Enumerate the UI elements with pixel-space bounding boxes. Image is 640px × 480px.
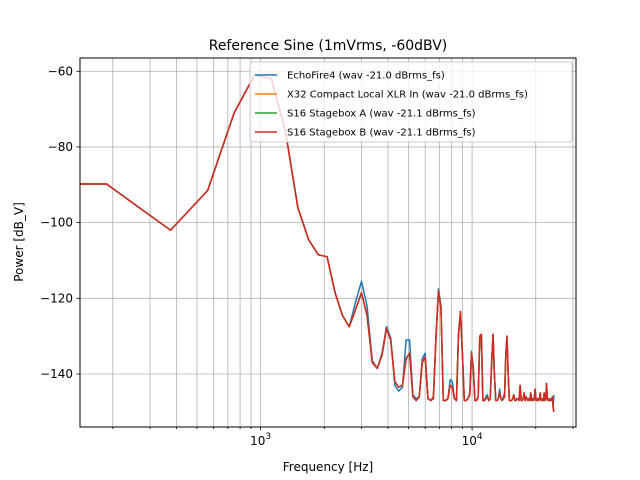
plot-frame (79, 57, 577, 428)
series-line-4 (80, 74, 555, 412)
x-tick-label-base: 10 (250, 434, 265, 448)
series-layer (80, 74, 555, 412)
legend-entry-2: X32 Compact Local XLR In (wav -21.0 dBrm… (287, 90, 528, 101)
y-tick-label: −80 (48, 140, 73, 154)
y-tick-label: −100 (40, 216, 73, 230)
y-axis-label: Power [dB_V] (12, 202, 26, 282)
legend-entry-4: S16 Stagebox B (wav -21.1 dBrms_fs) (287, 128, 476, 139)
y-tick-label: −60 (48, 64, 73, 78)
x-tick-label-exponent: 3 (265, 432, 271, 442)
x-tick-label: 103 (250, 432, 271, 448)
x-tick-label-exponent: 4 (477, 432, 483, 442)
x-tick-label-base: 10 (462, 434, 477, 448)
x-axis-label: Frequency [Hz] (283, 460, 374, 474)
legend-box (249, 61, 573, 143)
y-tick-label: −120 (40, 291, 73, 305)
x-tick-label: 104 (462, 432, 483, 448)
y-tick-label: −140 (40, 367, 73, 381)
chart-title: Reference Sine (1mVrms, -60dBV) (209, 38, 448, 54)
legend: EchoFire4 (wav -21.0 dBrms_fs) X32 Compac… (249, 61, 573, 143)
legend-entry-3: S16 Stagebox A (wav -21.1 dBrms_fs) (287, 109, 476, 120)
ticks: 103 104−140−120−100−80−60 (40, 64, 574, 448)
legend-entry-1: EchoFire4 (wav -21.0 dBrms_fs) (287, 71, 445, 82)
